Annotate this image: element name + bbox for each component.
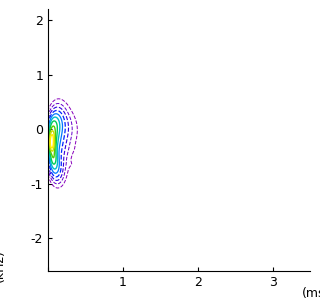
X-axis label: (ms): (ms) <box>301 287 320 300</box>
Y-axis label: (kHz): (kHz) <box>0 249 6 282</box>
